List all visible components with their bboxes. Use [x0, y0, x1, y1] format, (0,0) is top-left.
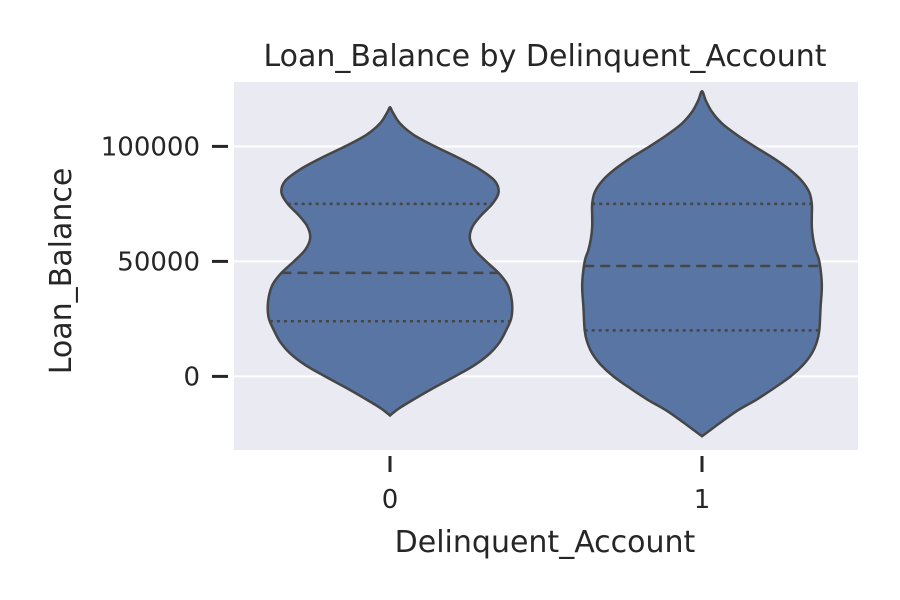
y-tick-label: 100000 [101, 132, 200, 162]
x-tick-label: 1 [694, 485, 711, 515]
x-tick-label: 0 [382, 485, 399, 515]
y-tick-label: 50000 [117, 247, 200, 277]
y-axis: 0 50000 100000 [101, 132, 228, 392]
violin-body-0 [266, 106, 514, 418]
y-tick-label: 0 [183, 362, 200, 392]
violin-body-1 [580, 89, 824, 438]
y-axis-label: Loan_Balance [44, 168, 79, 375]
x-axis-label: Delinquent_Account [395, 525, 696, 560]
violins [266, 89, 824, 438]
chart-title: Loan_Balance by Delinquent_Account [263, 39, 826, 74]
